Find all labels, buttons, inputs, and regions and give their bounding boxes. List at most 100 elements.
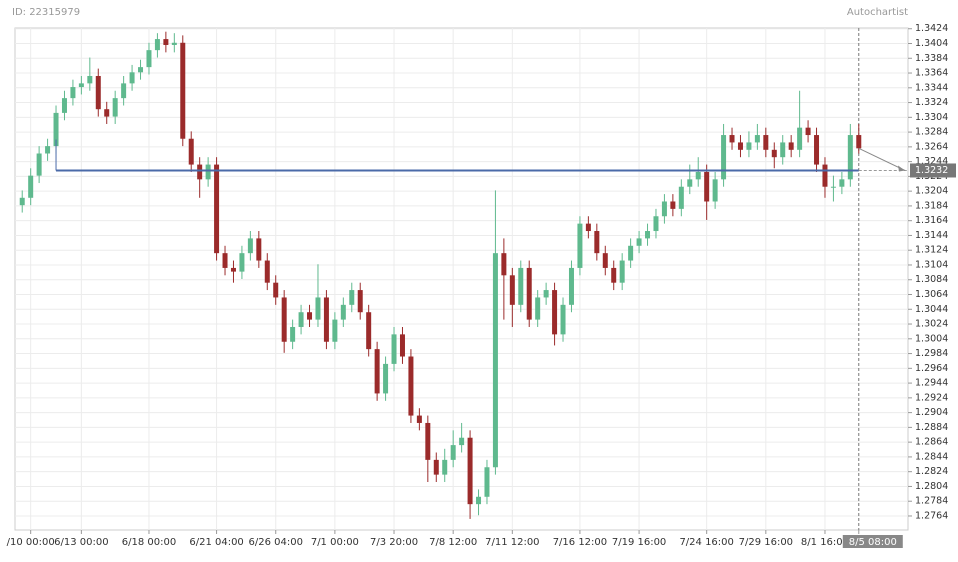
candle-body bbox=[568, 267, 574, 305]
candle-body bbox=[19, 197, 25, 206]
candle-body bbox=[273, 282, 279, 298]
candle-body bbox=[399, 334, 405, 357]
candle-body bbox=[433, 459, 439, 475]
candle-body bbox=[788, 142, 794, 150]
y-tick-label: 1.2784 bbox=[915, 496, 948, 507]
x-tick-label: 6/18 00:00 bbox=[122, 537, 176, 548]
candle-body bbox=[45, 146, 51, 154]
candle-body bbox=[746, 142, 752, 150]
candle-body bbox=[256, 238, 262, 261]
y-tick-label: 1.2764 bbox=[915, 510, 948, 521]
candle-body bbox=[636, 238, 642, 246]
y-tick-label: 1.3064 bbox=[915, 289, 948, 300]
candle-body bbox=[340, 304, 346, 320]
candle-body bbox=[264, 260, 270, 283]
candle-body bbox=[653, 216, 659, 232]
candle-body bbox=[577, 223, 583, 268]
target-label: 1.3232 bbox=[915, 165, 948, 176]
candle-body bbox=[357, 290, 363, 313]
candle-body bbox=[129, 72, 135, 84]
y-tick-label: 1.3024 bbox=[915, 319, 948, 330]
y-tick-label: 1.3104 bbox=[915, 259, 948, 270]
candle-body bbox=[95, 75, 101, 110]
candle-body bbox=[501, 253, 507, 276]
candle-body bbox=[70, 87, 76, 99]
candle-body bbox=[729, 135, 735, 143]
y-tick-label: 1.2824 bbox=[915, 466, 948, 477]
forecast-arrow bbox=[858, 147, 906, 171]
x-tick-label: 8/5 08:00 bbox=[849, 537, 897, 548]
candle-body bbox=[442, 459, 448, 475]
candle-body bbox=[28, 175, 34, 198]
y-tick-label: 1.2944 bbox=[915, 378, 948, 389]
candle-body bbox=[78, 83, 84, 88]
x-tick-label: 6/13 00:00 bbox=[54, 537, 108, 548]
candle-body bbox=[822, 164, 828, 187]
y-tick-label: 1.3424 bbox=[915, 23, 948, 34]
candle-body bbox=[771, 149, 777, 158]
candle-body bbox=[104, 109, 110, 117]
candle-body bbox=[645, 231, 651, 239]
x-tick-label: 7/24 16:00 bbox=[679, 537, 733, 548]
x-tick-label: /10 00:00 bbox=[7, 537, 55, 548]
candle-body bbox=[484, 467, 490, 497]
candle-body bbox=[138, 67, 144, 73]
y-tick-label: 1.3004 bbox=[915, 333, 948, 344]
candle-body bbox=[366, 312, 372, 350]
candle-body bbox=[628, 245, 634, 261]
x-tick-label: 7/8 12:00 bbox=[429, 537, 477, 548]
candle-body bbox=[763, 135, 769, 150]
y-tick-label: 1.3404 bbox=[915, 38, 948, 49]
candle-body bbox=[856, 135, 862, 149]
candle-body bbox=[830, 186, 836, 188]
y-tick-label: 1.3324 bbox=[915, 97, 948, 108]
target-label-box bbox=[910, 163, 956, 178]
candle-body bbox=[281, 297, 287, 342]
candle-body bbox=[459, 437, 465, 446]
y-tick-label: 1.2904 bbox=[915, 407, 948, 418]
candle-body bbox=[163, 39, 169, 45]
candle-body bbox=[298, 312, 304, 327]
candle-body bbox=[188, 138, 194, 165]
candle-body bbox=[383, 363, 389, 394]
x-tick-label: 6/21 04:00 bbox=[189, 537, 243, 548]
candle-body bbox=[670, 201, 676, 209]
candle-body bbox=[425, 422, 431, 460]
y-tick-label: 1.3124 bbox=[915, 245, 948, 256]
forecast-arrowhead bbox=[898, 165, 905, 172]
candle-body bbox=[121, 83, 127, 99]
candle-body bbox=[661, 201, 667, 217]
y-tick-label: 1.3264 bbox=[915, 141, 948, 152]
candle-body bbox=[476, 496, 482, 505]
candle-body bbox=[847, 135, 853, 180]
candle-body bbox=[737, 142, 743, 150]
x-tick-label: 6/26 04:00 bbox=[248, 537, 302, 548]
candle-body bbox=[704, 171, 710, 202]
y-tick-label: 1.2984 bbox=[915, 348, 948, 359]
x-tick-label: 7/1 00:00 bbox=[311, 537, 359, 548]
y-tick-label: 1.2864 bbox=[915, 437, 948, 448]
y-tick-label: 1.3204 bbox=[915, 186, 948, 197]
candle-body bbox=[805, 127, 811, 136]
candle-body bbox=[721, 135, 727, 180]
candle-body bbox=[53, 112, 59, 147]
y-tick-label: 1.2924 bbox=[915, 392, 948, 403]
candle-body bbox=[602, 253, 608, 268]
candle-body bbox=[61, 98, 67, 113]
candle-body bbox=[594, 231, 600, 254]
candle-body bbox=[611, 267, 617, 283]
candle-body bbox=[543, 290, 549, 298]
x-tick-label: 7/29 16:00 bbox=[739, 537, 793, 548]
candle-body bbox=[518, 267, 524, 305]
y-tick-label: 1.3284 bbox=[915, 127, 948, 138]
y-tick-label: 1.3164 bbox=[915, 215, 948, 226]
candle-body bbox=[814, 135, 820, 165]
candle-body bbox=[687, 179, 693, 187]
y-tick-label: 1.3244 bbox=[915, 156, 948, 167]
candle-body bbox=[467, 437, 473, 505]
candle-body bbox=[230, 267, 236, 272]
y-tick-label: 1.3344 bbox=[915, 82, 948, 93]
candle-body bbox=[36, 153, 42, 176]
chart-id: ID: 22315979 bbox=[12, 7, 80, 18]
candle-body bbox=[450, 445, 456, 460]
